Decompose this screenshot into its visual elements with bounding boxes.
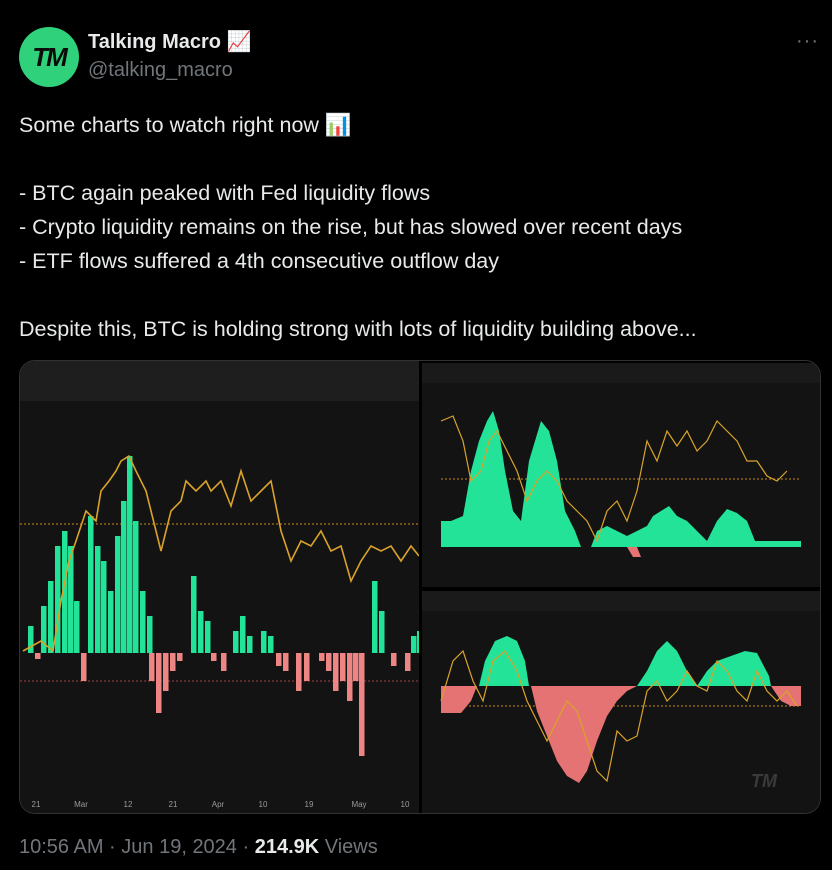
bars bbox=[28, 456, 423, 756]
bar bbox=[391, 653, 397, 666]
bar bbox=[115, 536, 121, 653]
x-axis-label: 10 bbox=[401, 800, 410, 809]
bar bbox=[276, 653, 282, 666]
tweet-line: - BTC again peaked with Fed liquidity fl… bbox=[19, 181, 431, 205]
tweet-line: Some charts to watch right now 📊 bbox=[19, 113, 352, 137]
tweet-text: Some charts to watch right now 📊 - BTC a… bbox=[19, 108, 697, 346]
positive-area bbox=[637, 641, 771, 686]
bar bbox=[233, 631, 239, 653]
bar bbox=[41, 606, 47, 653]
x-axis-label: Apr bbox=[212, 800, 225, 809]
avatar[interactable]: TM bbox=[19, 27, 79, 87]
bar bbox=[127, 456, 133, 653]
bar bbox=[353, 653, 359, 681]
bar bbox=[108, 591, 114, 653]
negative-area bbox=[627, 547, 641, 557]
left-chart-header bbox=[20, 361, 419, 401]
btc-line bbox=[440, 415, 788, 543]
bar bbox=[68, 546, 74, 653]
bar bbox=[149, 653, 155, 681]
bar bbox=[205, 621, 211, 653]
bar bbox=[140, 591, 146, 653]
bar bbox=[372, 581, 378, 653]
bar bbox=[326, 653, 332, 671]
x-axis-label: Mar bbox=[74, 800, 88, 809]
negative-area bbox=[441, 686, 477, 713]
bar bbox=[170, 653, 176, 671]
x-axis-labels: 21 Mar 12 21 Apr 10 19 May 10 bbox=[32, 800, 410, 809]
bar bbox=[333, 653, 339, 691]
bar bbox=[304, 653, 310, 681]
bar bbox=[191, 576, 197, 653]
bar bbox=[405, 653, 411, 671]
bar bbox=[88, 516, 94, 653]
media[interactable]: 21 Mar 12 21 Apr 10 19 May 10 TM bbox=[19, 360, 821, 814]
media-image: 21 Mar 12 21 Apr 10 19 May 10 TM bbox=[20, 361, 820, 813]
author-handle[interactable]: @talking_macro bbox=[88, 59, 233, 81]
bar bbox=[177, 653, 183, 661]
tweet-line: - Crypto liquidity remains on the rise, … bbox=[19, 215, 683, 239]
negative-area bbox=[531, 686, 637, 783]
x-axis-label: 12 bbox=[124, 800, 133, 809]
bar bbox=[74, 601, 80, 653]
bar bbox=[101, 561, 107, 653]
bar bbox=[48, 581, 54, 653]
x-axis-label: 10 bbox=[259, 800, 268, 809]
bar bbox=[359, 653, 365, 756]
tweet-line bbox=[19, 142, 697, 176]
tweet-line: Despite this, BTC is holding strong with… bbox=[19, 317, 697, 341]
bar bbox=[319, 653, 325, 661]
bar bbox=[379, 611, 385, 653]
bar bbox=[198, 611, 204, 653]
x-axis-label: May bbox=[351, 800, 366, 809]
price-line bbox=[22, 454, 420, 653]
bar bbox=[163, 653, 169, 691]
footer: 10:56 AM · Jun 19, 2024 · 214.9K Views bbox=[19, 836, 378, 859]
positive-area bbox=[479, 636, 529, 686]
bar bbox=[268, 636, 274, 653]
bar bbox=[35, 653, 41, 659]
x-axis-label: 19 bbox=[305, 800, 314, 809]
bar bbox=[283, 653, 289, 671]
crypto-liquidity-area bbox=[441, 411, 801, 547]
chart-header bbox=[422, 591, 820, 611]
more-button[interactable]: ··· bbox=[796, 30, 819, 52]
bar bbox=[221, 653, 227, 671]
bar bbox=[62, 531, 68, 653]
bar bbox=[28, 626, 34, 653]
timestamp[interactable]: 10:56 AM · Jun 19, 2024 · bbox=[19, 836, 255, 858]
tweet-line bbox=[19, 278, 697, 312]
bar bbox=[411, 636, 417, 653]
bar bbox=[121, 501, 127, 653]
bar bbox=[95, 546, 101, 653]
tweet-line: - ETF flows suffered a 4th consecutive o… bbox=[19, 249, 500, 273]
author-name[interactable]: Talking Macro 📈 bbox=[88, 31, 252, 53]
bar bbox=[156, 653, 162, 713]
left-chart-bg bbox=[20, 361, 419, 813]
bar bbox=[261, 631, 267, 653]
watermark: TM bbox=[751, 771, 778, 791]
bar bbox=[55, 546, 61, 653]
bar bbox=[133, 521, 139, 653]
chart-header bbox=[422, 363, 820, 383]
bar bbox=[81, 653, 87, 681]
btc-line bbox=[440, 649, 798, 783]
bar bbox=[240, 616, 246, 653]
bar bbox=[211, 653, 217, 661]
bar bbox=[296, 653, 302, 691]
x-axis-label: 21 bbox=[32, 800, 41, 809]
bar bbox=[340, 653, 346, 681]
avatar-text: TM bbox=[32, 41, 68, 72]
bar bbox=[247, 636, 253, 653]
bar bbox=[147, 616, 153, 653]
x-axis-label: 21 bbox=[169, 800, 178, 809]
right-bottom-chart-bg bbox=[422, 591, 820, 813]
bar bbox=[347, 653, 353, 701]
views-count: 214.9K bbox=[254, 836, 320, 858]
views-label: Views bbox=[319, 836, 378, 858]
